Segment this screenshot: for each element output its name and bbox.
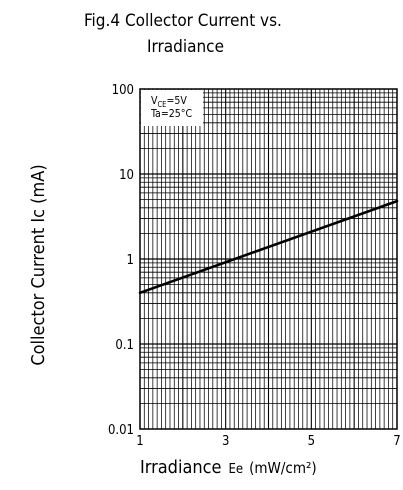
x-tick-label: 5: [308, 434, 315, 449]
conditions-box: [141, 90, 203, 126]
plot-frame: [139, 88, 398, 430]
y-axis-title: Collector Current Ic (mA): [28, 164, 49, 365]
x-tick-label: 3: [222, 434, 229, 449]
x-tick-labels: 1 3 5 7: [136, 434, 400, 449]
grid: [140, 89, 397, 429]
y-tick-labels: 100 10 1 0.1 0.01: [108, 83, 134, 438]
series-line: [138, 199, 399, 295]
x-tick-label: 7: [393, 434, 400, 449]
series-group: [138, 199, 399, 295]
y-tick-label: 0.1: [115, 338, 134, 353]
condition-vce: VCE=5V: [151, 95, 187, 109]
condition-ta: Ta=25°C: [150, 108, 192, 120]
chart-title-line1: Fig.4 Collector Current vs.: [84, 11, 282, 31]
x-tick-label: 1: [136, 434, 143, 449]
chart-title-line2: Irradiance: [147, 37, 224, 57]
y-tick-label: 0.01: [108, 423, 134, 438]
x-axis-title: Irradiance Ee (mW/cm²): [140, 457, 317, 478]
y-tick-label: 1: [127, 253, 134, 268]
y-tick-label: 100: [112, 83, 134, 98]
y-tick-label: 10: [119, 168, 134, 183]
